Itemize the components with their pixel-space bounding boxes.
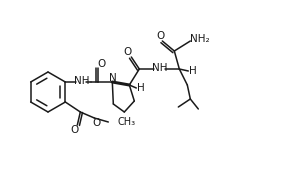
Text: O: O xyxy=(70,125,78,135)
Text: O: O xyxy=(92,118,100,128)
Text: H: H xyxy=(137,83,145,93)
Text: O: O xyxy=(156,31,164,41)
Text: O: O xyxy=(123,47,131,57)
Text: O: O xyxy=(97,59,105,69)
Text: N: N xyxy=(110,73,117,83)
Text: NH: NH xyxy=(74,76,89,86)
Text: CH₃: CH₃ xyxy=(117,117,135,127)
Text: H: H xyxy=(189,66,197,76)
Text: NH: NH xyxy=(152,63,167,73)
Text: NH₂: NH₂ xyxy=(190,34,209,44)
